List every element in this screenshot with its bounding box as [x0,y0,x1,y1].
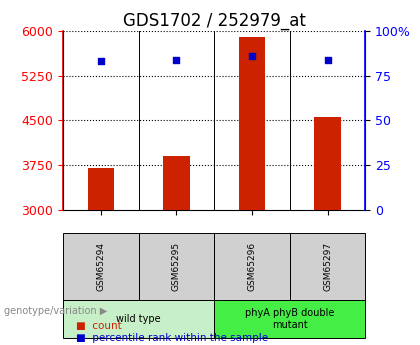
Bar [87,168,114,209]
Text: GSM65296: GSM65296 [247,241,257,291]
Bar [239,37,265,209]
Bar [63,299,214,338]
Bar [63,233,139,299]
Point [249,53,255,59]
Text: ■  percentile rank within the sample: ■ percentile rank within the sample [76,333,268,343]
Bar [214,233,290,299]
Bar [314,117,341,209]
Point [97,59,104,64]
Text: GSM65294: GSM65294 [96,241,105,290]
Text: ■  count: ■ count [76,321,121,331]
Bar [139,233,214,299]
Bar [214,299,365,338]
Text: GSM65295: GSM65295 [172,241,181,291]
Point [324,57,331,62]
Text: wild type: wild type [116,314,161,324]
Bar [290,233,365,299]
Text: GSM65297: GSM65297 [323,241,332,291]
Title: GDS1702 / 252979_at: GDS1702 / 252979_at [123,12,306,30]
Text: phyA phyB double
mutant: phyA phyB double mutant [245,308,334,329]
Point [173,57,180,62]
Bar [163,156,189,209]
Text: genotype/variation ▶: genotype/variation ▶ [4,306,108,315]
